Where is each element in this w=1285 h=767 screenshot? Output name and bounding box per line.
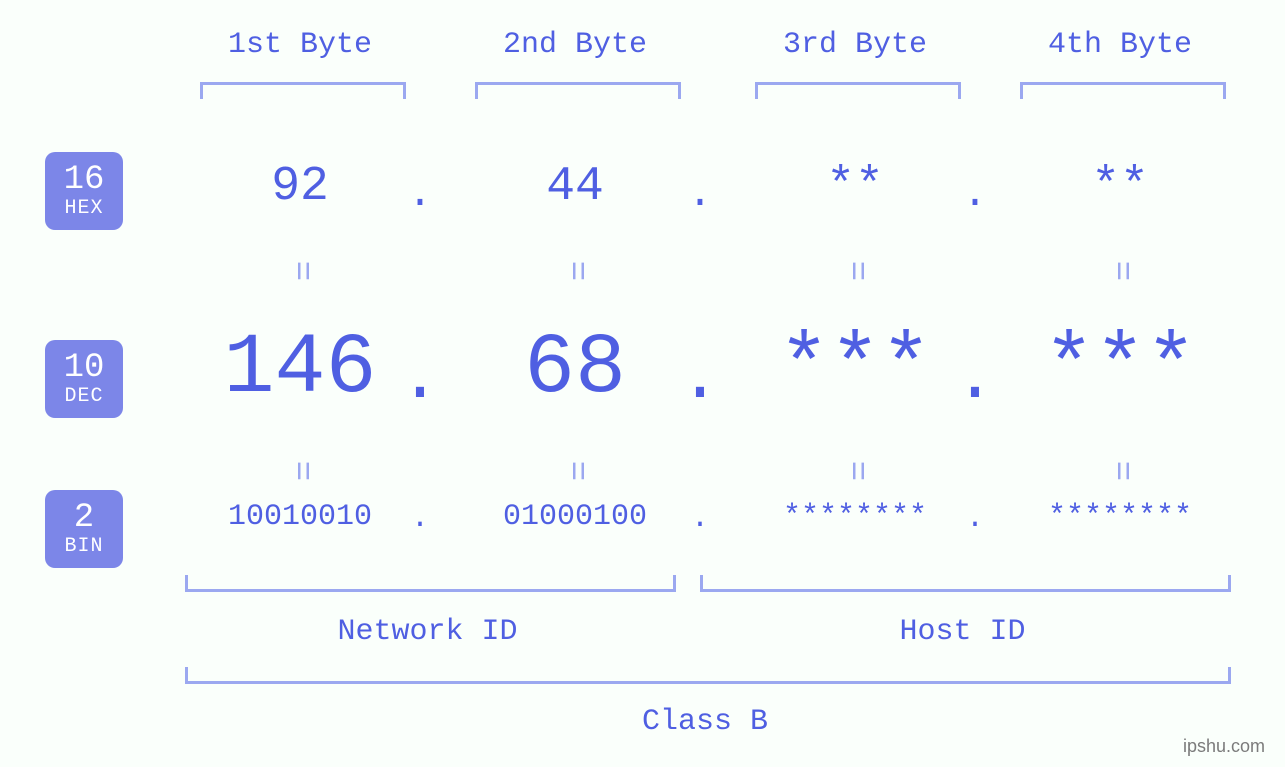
base-name: DEC	[64, 387, 103, 407]
network-bracket	[185, 575, 676, 592]
byte-bracket-1	[200, 82, 406, 99]
dec-byte-4: ***	[1043, 320, 1196, 417]
host-id-label: Host ID	[899, 615, 1025, 649]
host-bracket	[700, 575, 1231, 592]
equals-icon: =	[1101, 261, 1139, 277]
dot-separator: .	[954, 340, 996, 419]
hex-byte-4: **	[1091, 160, 1149, 214]
equals-icon: =	[556, 461, 594, 477]
equals-icon: =	[281, 261, 319, 277]
hex-byte-2: 44	[546, 160, 604, 214]
bin-byte-1: 10010010	[228, 500, 372, 534]
equals-icon: =	[281, 461, 319, 477]
base-badge-bin: 2 BIN	[45, 490, 123, 568]
base-number: 2	[74, 501, 94, 535]
dot-separator: .	[399, 340, 441, 419]
bin-byte-3: ********	[783, 500, 927, 534]
equals-icon: =	[836, 261, 874, 277]
base-name: BIN	[64, 537, 103, 557]
bin-byte-4: ********	[1048, 500, 1192, 534]
byte-header-4: 4th Byte	[1048, 28, 1192, 62]
dec-byte-3: ***	[778, 320, 931, 417]
equals-icon: =	[556, 261, 594, 277]
hex-byte-3: **	[826, 160, 884, 214]
dot-separator: .	[679, 340, 721, 419]
dec-byte-1: 146	[223, 320, 376, 417]
byte-header-3: 3rd Byte	[783, 28, 927, 62]
dot-separator: .	[407, 170, 432, 218]
base-number: 16	[64, 163, 105, 197]
byte-header-1: 1st Byte	[228, 28, 372, 62]
equals-icon: =	[836, 461, 874, 477]
byte-bracket-4	[1020, 82, 1226, 99]
hex-byte-1: 92	[271, 160, 329, 214]
base-number: 10	[64, 351, 105, 385]
dot-separator: .	[966, 502, 984, 536]
class-label: Class B	[642, 705, 768, 739]
base-name: HEX	[64, 199, 103, 219]
class-bracket	[185, 667, 1231, 684]
dot-separator: .	[687, 170, 712, 218]
base-badge-hex: 16 HEX	[45, 152, 123, 230]
byte-header-2: 2nd Byte	[503, 28, 647, 62]
equals-icon: =	[1101, 461, 1139, 477]
byte-bracket-3	[755, 82, 961, 99]
network-id-label: Network ID	[337, 615, 517, 649]
dot-separator: .	[411, 502, 429, 536]
byte-bracket-2	[475, 82, 681, 99]
dot-separator: .	[962, 170, 987, 218]
base-badge-dec: 10 DEC	[45, 340, 123, 418]
dot-separator: .	[691, 502, 709, 536]
credit-text: ipshu.com	[1183, 736, 1265, 757]
bin-byte-2: 01000100	[503, 500, 647, 534]
dec-byte-2: 68	[524, 320, 626, 417]
